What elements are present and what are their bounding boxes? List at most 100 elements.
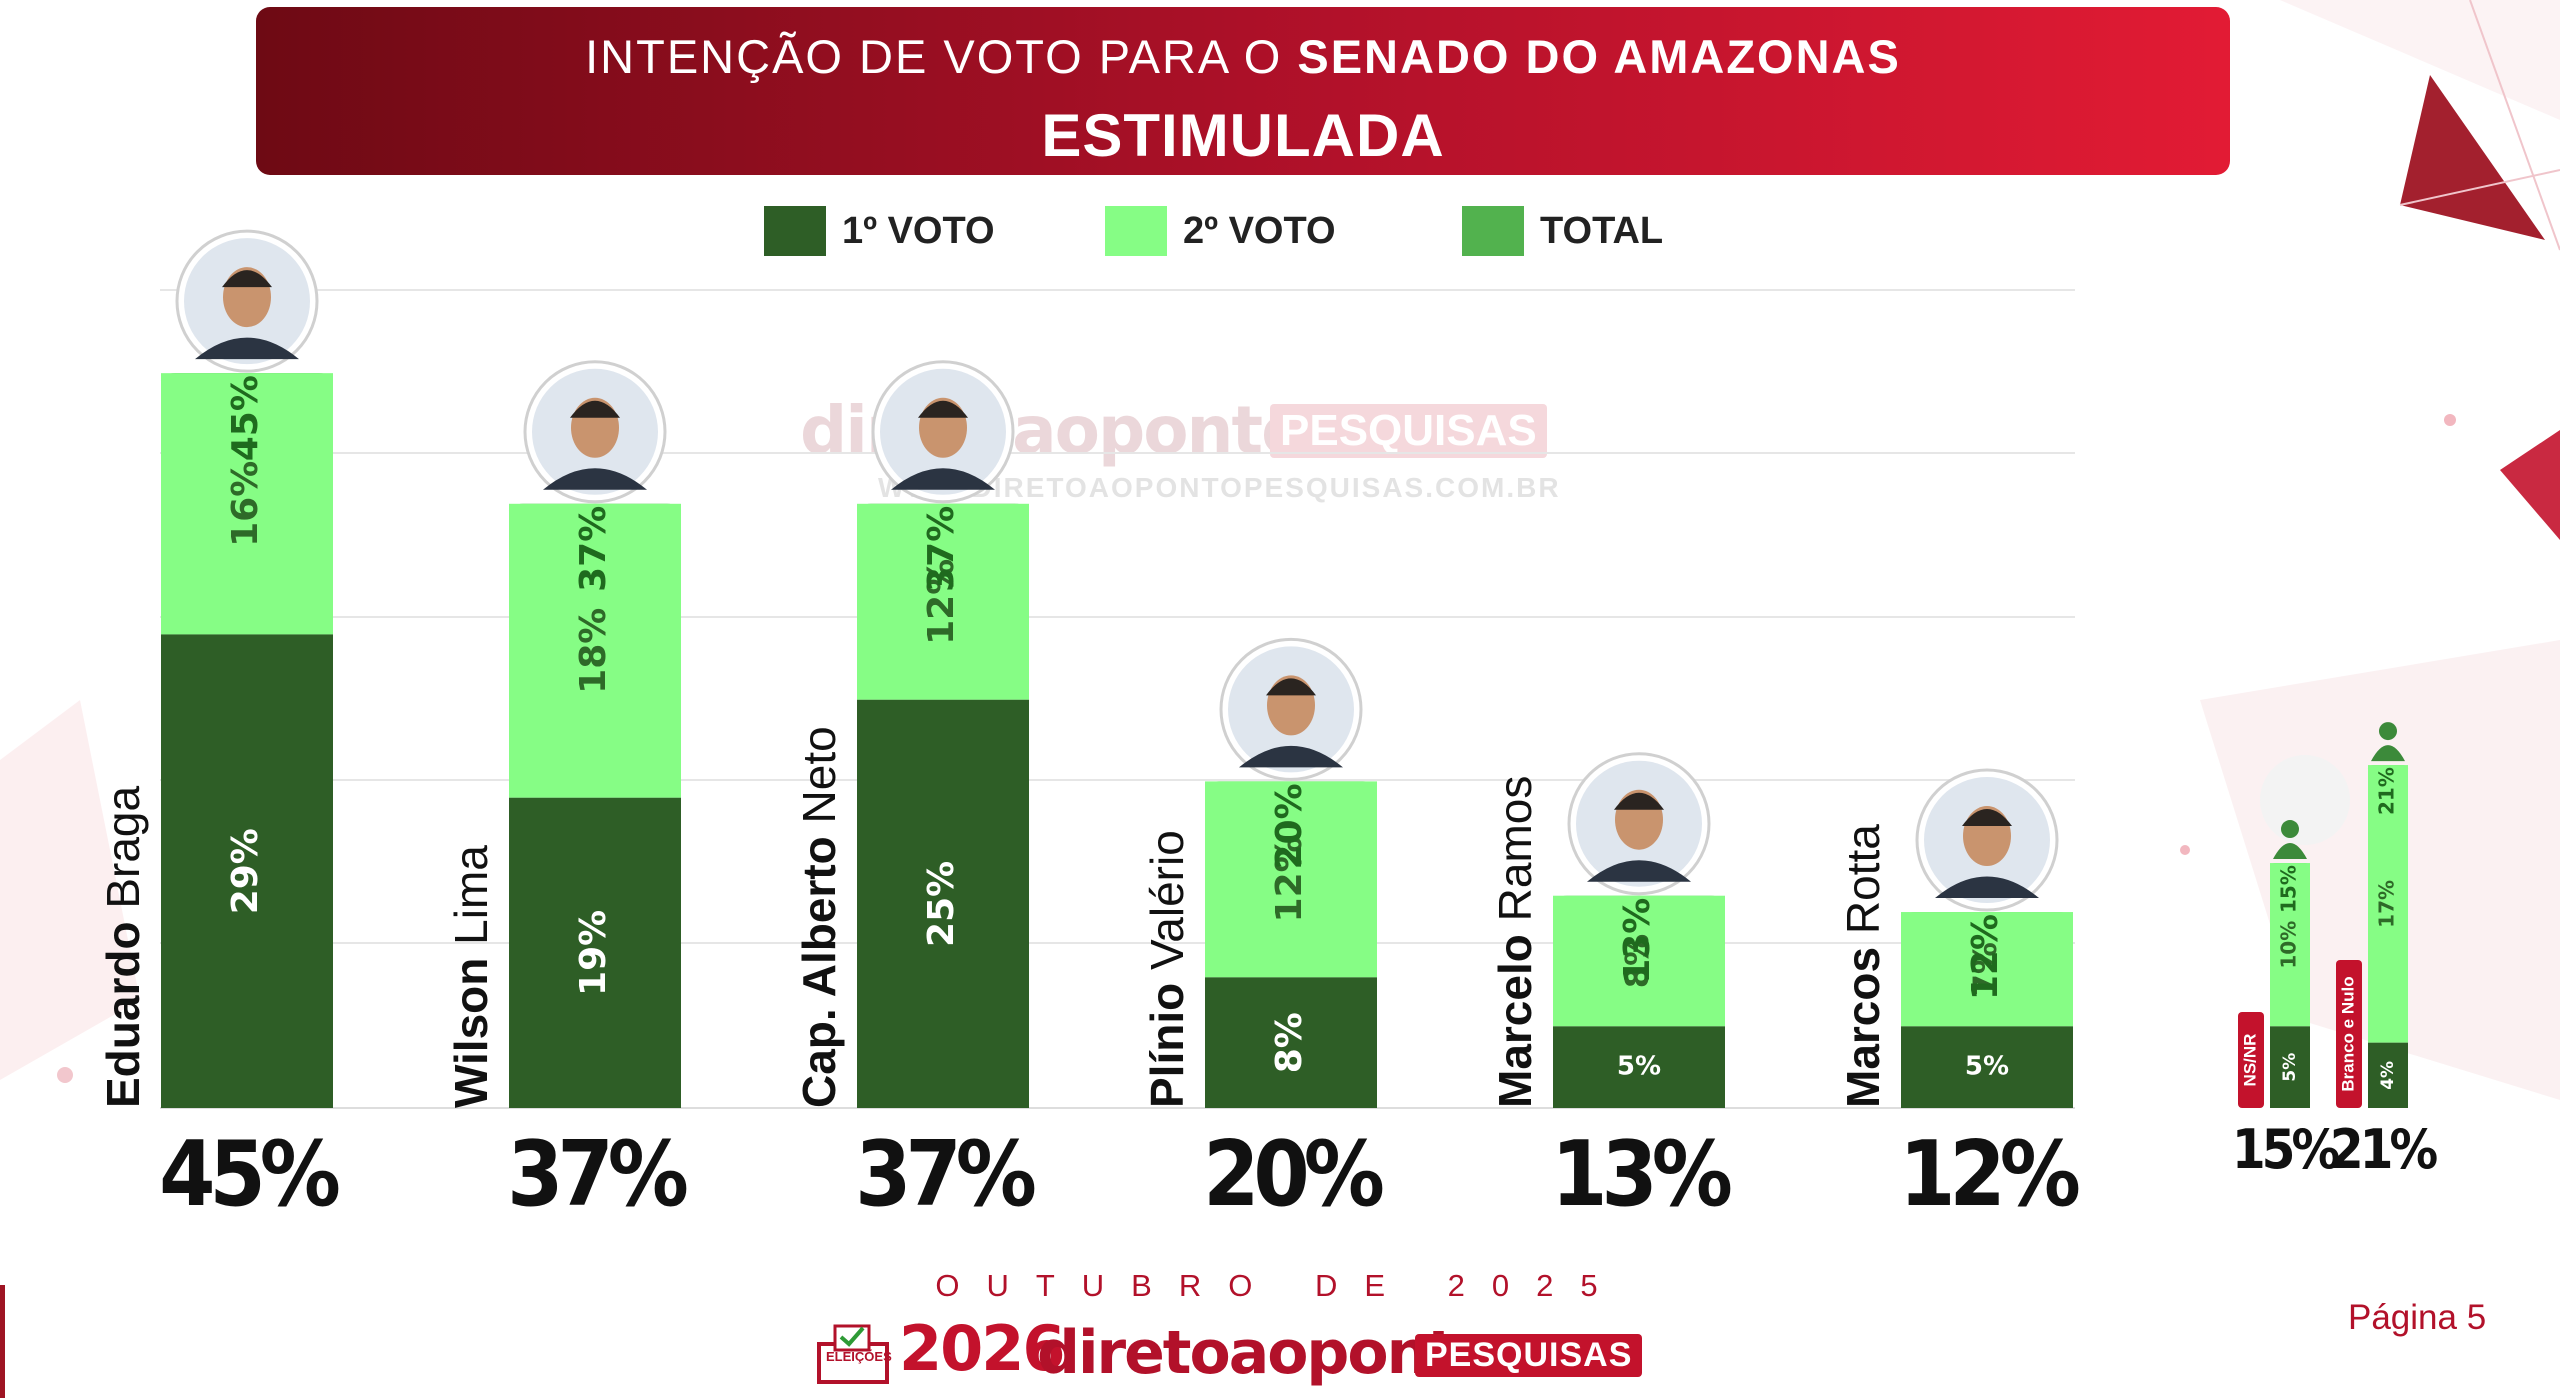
- bar-second-vote-segment: [1553, 895, 1725, 1027]
- ballot-box-icon: [817, 1324, 889, 1384]
- bar-first-vote-segment: [1901, 1026, 2073, 1108]
- candidate-last-name: Braga: [97, 785, 149, 908]
- label-second-vote: 12%: [921, 559, 962, 645]
- bar-second-vote-segment: [1205, 781, 1377, 978]
- others-total-percent: 15%: [2232, 1118, 2340, 1181]
- label-total-segment: 20%: [1269, 783, 1310, 869]
- ballot-label: ELEIÇÕES: [826, 1349, 892, 1364]
- photo-suit: [543, 468, 647, 490]
- page-number: Página 5: [2348, 1298, 2487, 1337]
- candidate-total-percent: 20%: [1203, 1122, 1383, 1227]
- label-second-vote: 18%: [573, 608, 614, 694]
- label-first-vote: 8%: [1269, 1012, 1310, 1073]
- photo-hair: [918, 400, 968, 418]
- footer-date: OUTUBRO DE 2025: [935, 1268, 1625, 1303]
- candidate-last-name: Lima: [445, 845, 497, 945]
- candidate-photo-eduardo-braga: [175, 229, 319, 373]
- candidate-first-name: Cap. Alberto: [793, 823, 845, 1108]
- others-total-percent: 21%: [2330, 1118, 2438, 1181]
- label-second-vote: 12%: [1269, 836, 1310, 922]
- label-first-vote: 5%: [1965, 1052, 2009, 1082]
- label-total-segment: 45%: [225, 375, 266, 461]
- bar-second-vote-segment: [857, 503, 1029, 700]
- others-label-second: 10%: [2277, 921, 2301, 969]
- photo-hair: [1962, 809, 2012, 827]
- candidate-name: Marcos Rotta: [1837, 824, 1889, 1108]
- label-second-vote: 8%: [1618, 934, 1656, 988]
- label-total-segment: 37%: [573, 506, 614, 592]
- candidate-first-name: Wilson: [445, 945, 497, 1108]
- label-first-vote: 19%: [573, 910, 614, 996]
- footer-logo: ELEIÇÕES 2026 diretoaoponto PESQUISAS: [815, 1312, 1695, 1392]
- others-label-total: 15%: [2277, 865, 2301, 913]
- candidate-photo-plinio-valerio: [1219, 637, 1363, 781]
- others-bar-group: 4% 17% 21% Branco e Nulo 21%: [2330, 722, 2441, 1181]
- candidate-total-percent: 45%: [159, 1122, 339, 1227]
- candidate-first-name: Eduardo: [97, 909, 149, 1108]
- candidate-first-name: Plínio: [1141, 970, 1193, 1108]
- others-bars: 5% 10% 15% NS/NR 15% 4% 17% 21% Branco e Nulo 21%: [2232, 722, 2441, 1181]
- label-first-vote: 5%: [1617, 1052, 1661, 1082]
- others-label-second: 17%: [2375, 880, 2399, 928]
- photo-suit: [1935, 876, 2039, 899]
- candidate-total-percent: 13%: [1551, 1122, 1731, 1227]
- gridlines: [160, 289, 2075, 1109]
- legend-swatch-second-vote: [1105, 206, 1167, 256]
- label-first-vote: 25%: [921, 861, 962, 947]
- candidate-last-name: Ramos: [1489, 776, 1541, 922]
- candidate-total-percent: 12%: [1899, 1122, 2079, 1227]
- bar-second-vote-segment: [509, 503, 681, 798]
- candidate-last-name: Rotta: [1837, 824, 1889, 934]
- logo-badge: PESQUISAS: [1415, 1334, 1643, 1377]
- bar-first-vote-segment: [1553, 1026, 1725, 1108]
- others-first-vote-segment: [2368, 1042, 2408, 1108]
- photo-hair: [222, 270, 272, 288]
- photo-suit: [891, 468, 995, 490]
- logo-year: 2026: [899, 1312, 1066, 1385]
- photo-hair: [570, 400, 620, 418]
- label-total-segment: 12%: [1965, 914, 2006, 1000]
- legend-swatch-first-vote: [764, 206, 826, 256]
- candidate-first-name: Marcelo: [1489, 921, 1541, 1108]
- photo-suit: [1587, 860, 1691, 882]
- candidate-photo-wilson-lima: [523, 360, 667, 504]
- person-icon: [2281, 820, 2299, 839]
- candidate-photo-marcos-rotta: [1915, 768, 2059, 912]
- candidate-name: Wilson Lima: [445, 845, 497, 1108]
- candidate-photo-marcelo-ramos: [1567, 752, 1711, 896]
- photo-suit: [195, 337, 299, 360]
- others-label-total: 21%: [2375, 767, 2399, 815]
- bar-first-vote-segment: [857, 699, 1029, 1108]
- candidate-name: Marcelo Ramos: [1489, 776, 1541, 1108]
- candidate-total-percent: 37%: [507, 1122, 687, 1227]
- label-total-segment: 13%: [1617, 898, 1658, 984]
- label-second-vote: 16%: [225, 461, 266, 547]
- legend-label: 1º VOTO: [842, 210, 995, 252]
- candidate-last-name: Valério: [1141, 830, 1193, 970]
- legend-label: TOTAL: [1540, 210, 1664, 252]
- others-second-vote-segment: [2368, 765, 2408, 1043]
- chart-title: INTENÇÃO DE VOTO PARA O SENADO DO AMAZON…: [256, 29, 2230, 84]
- others-label-first: 5%: [2280, 1053, 2300, 1082]
- label-first-vote: 29%: [225, 828, 266, 914]
- bars: 29%16%45%Eduardo Braga45%19%18%37%Wilson…: [97, 229, 2085, 1227]
- candidate-name: Plínio Valério: [1141, 830, 1193, 1108]
- title-regular: INTENÇÃO DE VOTO PARA O: [585, 30, 1298, 83]
- candidate-name: Eduardo Braga: [97, 785, 149, 1108]
- others-first-vote-segment: [2270, 1026, 2310, 1108]
- candidate-photo-alberto-neto: [871, 360, 1015, 504]
- others-tag-label: NS/NR: [2240, 1034, 2259, 1087]
- others-label-first: 4%: [2378, 1061, 2398, 1090]
- chart-subtitle: ESTIMULADA: [1041, 102, 1445, 169]
- legend: 1º VOTO 2º VOTO TOTAL: [0, 200, 2560, 260]
- bar-first-vote-segment: [509, 797, 681, 1108]
- header-banner: INTENÇÃO DE VOTO PARA O SENADO DO AMAZON…: [256, 7, 2230, 175]
- photo-hair: [1614, 792, 1664, 810]
- bar-first-vote-segment: [1205, 977, 1377, 1108]
- others-tag: [2238, 1012, 2264, 1108]
